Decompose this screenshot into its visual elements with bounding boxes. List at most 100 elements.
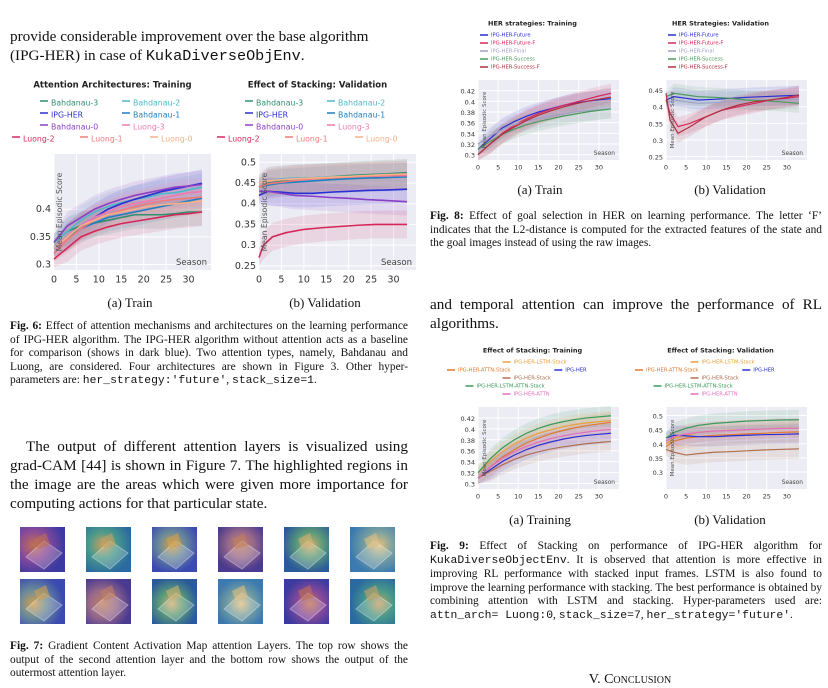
gradcam-thumbnail [20,579,65,624]
y-tick-label: 0.34 [461,130,475,138]
y-tick-label: 0.38 [461,437,475,445]
y-tick-label: 0.35 [649,120,663,128]
x-tick-label: 15 [534,493,542,501]
legend-entry: Luong-3 [133,122,165,131]
series-line [53,211,203,260]
tray-shape-icon [91,533,129,570]
y-tick-label: 0.3 [653,469,663,477]
series-band [478,87,611,161]
x-tick-label: 5 [496,164,500,172]
fig6a-subcaption: (a) Train [107,295,153,310]
legend-entry: Bahdanau-2 [338,98,385,107]
fig8-text: Effect of goal selection in HER on learn… [430,210,822,250]
fig9-sep-1: , [553,608,559,621]
series-line [665,448,799,456]
gradcam-thumbnail [152,527,197,572]
x-tick-label: 25 [160,275,172,286]
x-tick-label: 10 [702,493,710,501]
y-tick-label: 0.32 [461,141,475,149]
tray-shape-icon [223,585,261,622]
temporal-attention-paragraph: and temporal attention can improve the p… [430,296,822,332]
x-axis-label: Season [594,480,616,486]
tray-shape-icon [355,585,393,622]
legend-entry: Luong-3 [338,122,370,131]
fig8a-chart: 0.3 0.32 0.34 0.36 0.38 0.4 0.42 0 5 10 15 20 25 30 HE… [461,20,619,172]
y-tick-label: 0.5 [241,157,256,168]
y-tick-label: 0.42 [461,88,475,96]
y-tick-label: 0.3 [36,259,51,270]
x-tick-label: 5 [73,275,79,286]
x-axis-label: Season [176,258,207,268]
legend-entry: IPG-HER-ATTN [702,392,738,398]
legend-entry: Luong-0 [161,134,193,143]
series-line [477,421,612,479]
x-tick-label: 25 [575,493,583,501]
gradcam-thumbnail [152,579,197,624]
fig8b-chart: 0.25 0.3 0.35 0.4 0.45 0 5 10 15 20 25 30 HER Strate… [649,20,807,172]
intro-line-2: (IPG-HER) in case of KukaDiverseObjEnv. [10,46,408,66]
legend-entry: IPG-HER [565,368,587,374]
fig9-code-env: KukaDiverseObjectEnv [430,554,567,567]
legend-entry: IPG-HER-LSTM-Stack [514,360,567,366]
x-tick-label: 0 [664,493,668,501]
x-tick-label: 20 [554,164,562,172]
x-tick-label: 10 [514,164,522,172]
x-tick-label: 25 [763,164,771,172]
x-tick-label: 15 [115,275,127,286]
series-band [666,422,799,453]
series-line [53,196,203,254]
x-tick-label: 30 [783,164,791,172]
legend-entry: IPG-HER-Success-F [679,65,728,71]
x-tick-label: 0 [664,164,668,172]
gradcam-thumbnail [20,527,65,572]
x-tick-label: 5 [278,275,284,286]
fig7-label: Fig. 7: [10,640,44,652]
fig9a-chart: 0.3 0.32 0.34 0.36 0.38 0.4 0.42 0 5 10 15 20 25 30 Ef… [447,347,619,501]
y-tick-label: 0.45 [649,427,663,435]
tray-shape-icon [289,533,327,570]
y-tick-label: 0.45 [649,87,663,95]
x-axis-label: Season [381,258,412,268]
plot-background [478,80,619,160]
fig6-label: Fig. 6: [10,320,42,332]
fig9b-chart: 0.3 0.35 0.4 0.45 0.5 0 5 10 15 20 25 30 Effect of S… [635,347,807,501]
fig8b-subcaption: (b) Validation [694,182,766,197]
fig9-end: . [790,608,793,621]
gradcam-thumbnail [218,527,263,572]
x-tick-label: 30 [595,493,603,501]
x-tick-label: 10 [514,493,522,501]
legend-entry: IPG-HER-Success-F [491,65,540,71]
legend-entry: Bahdanau-1 [338,110,385,119]
legend-entry: IPG-HER-Stack [514,376,551,382]
series-line [53,200,203,249]
plot-background [666,80,807,160]
y-axis-label: Mean Episodic Score [260,172,269,251]
series-line [665,427,799,442]
legend-entry: Bahdanau-0 [256,122,303,131]
tray-shape-icon [25,533,63,570]
fig9a-subcaption: (a) Training [509,512,571,527]
series-band [666,87,799,137]
legend-entry: IPG-HER-Success [679,57,723,63]
chart-title: HER strategies: Training [488,20,577,28]
y-tick-label: 0.42 [461,415,475,423]
x-tick-label: 30 [595,164,603,172]
series-line [477,415,611,473]
y-tick-label: 0.36 [461,120,475,128]
legend-entry: IPG-HER-Future-F [679,41,723,47]
fig6b-chart: 0.25 0.3 0.35 0.4 0.45 0.5 0 5 10 15 20 25 30 Effect … [217,81,416,286]
gradcam-thumbnail [86,579,131,624]
x-tick-label: 5 [684,493,688,501]
gradcam-paragraph: The output of different attention layers… [10,438,408,512]
legend-entry: Luong-2 [228,134,260,143]
legend-entry: IPG-HER-LSTM-ATTN-Stack [665,384,733,390]
series-line [665,94,799,101]
chart-title: Attention Architectures: Training [33,81,191,91]
tray-shape-icon [289,585,327,622]
series-line [259,190,408,203]
chart-title: HER Strategies: Validation [672,20,769,28]
fig6-text: Effect of attention mechanisms and archi… [10,320,408,387]
y-axis-label: Mean Episodic Score [670,91,676,148]
y-tick-label: 0.3 [241,240,256,251]
fig6a-chart: 0.3 0.35 0.4 0 5 10 15 20 25 30 Attention Architec… [12,81,211,286]
